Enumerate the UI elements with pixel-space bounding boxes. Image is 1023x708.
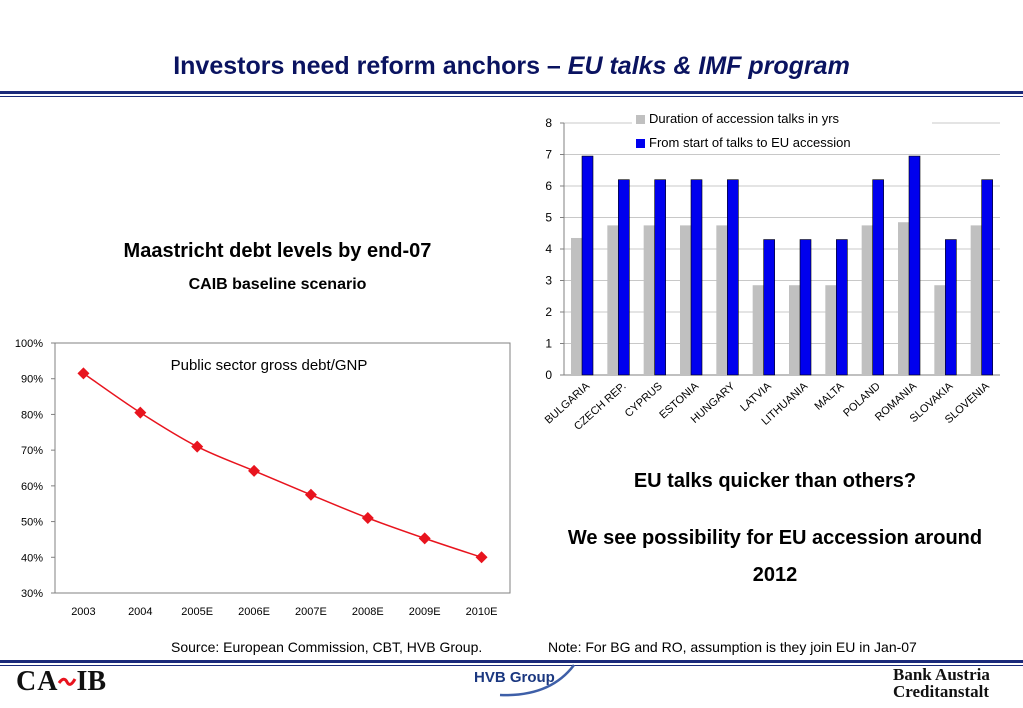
footer-note: Note: For BG and RO, assumption is they …	[548, 639, 917, 655]
bar-duration	[789, 285, 800, 375]
bar-chart-category-label: ESTONIA	[657, 380, 701, 422]
bar-accession	[654, 179, 666, 376]
slide-title-italic: EU talks & IMF program	[567, 52, 850, 80]
bar-chart-category-label: HUNGARY	[689, 380, 738, 426]
legend-swatch-blue	[636, 139, 645, 148]
line-chart-point	[361, 512, 374, 524]
bar-chart-category-label: LATVIA	[738, 380, 774, 414]
bar-accession	[799, 239, 812, 376]
legend-label-accession: From start of talks to EU accession	[649, 135, 851, 150]
line-chart-point	[134, 406, 147, 419]
bar-duration	[861, 225, 873, 375]
left-subheading: CAIB baseline scenario	[188, 276, 367, 293]
bar-duration	[898, 222, 909, 375]
bar-chart-category-label: CZECH REP.	[572, 380, 628, 433]
bar-chart-ytick-label: 1	[545, 337, 552, 351]
line-chart-xtick-label: 2004	[128, 606, 152, 618]
bar-chart-ytick-label: 4	[545, 242, 552, 256]
line-chart-ytick-label: 50%	[21, 517, 43, 529]
bar-chart-category-label: SLOVAKIA	[908, 380, 956, 425]
line-chart-title: Public sector gross debt/GNP	[120, 357, 418, 374]
line-chart-xtick-label: 2008E	[352, 606, 384, 618]
bar-duration	[716, 225, 728, 375]
line-chart-point	[418, 532, 431, 545]
title-rule-top	[0, 91, 1023, 94]
bar-duration	[571, 237, 582, 375]
line-chart-ytick-label: 40%	[21, 552, 43, 564]
bar-chart-category-label: POLAND	[841, 380, 883, 419]
bar-chart-ytick-label: 2	[545, 305, 552, 319]
bar-accession	[581, 155, 594, 376]
bar-duration	[934, 285, 946, 375]
bank-austria-line2: Creditanstalt	[893, 682, 990, 701]
line-chart-xtick-label: 2006E	[238, 606, 270, 618]
line-chart-xtick-label: 2003	[71, 606, 95, 618]
line-chart-point	[304, 488, 317, 501]
bar-duration	[607, 225, 619, 375]
bar-chart-ytick-label: 0	[545, 368, 552, 382]
bar-chart-ytick-label: 8	[545, 116, 552, 130]
legend-label-duration: Duration of accession talks in yrs	[649, 111, 840, 126]
bar-accession	[727, 179, 739, 376]
bar-chart-ytick-label: 5	[545, 211, 552, 225]
bar-chart-ytick-label: 7	[545, 148, 552, 162]
right-statement: We see possibility for EU accession arou…	[567, 527, 983, 586]
bar-accession	[690, 179, 703, 376]
slide-title: Investors need reform anchors – EU talks…	[0, 52, 1023, 81]
bank-austria-logo: Bank Austria Creditanstalt	[893, 666, 1013, 704]
bar-accession	[618, 179, 630, 376]
bar-duration	[752, 285, 764, 375]
bar-accession	[836, 239, 848, 376]
footer-rule-top	[0, 660, 1023, 663]
bar-chart-ytick-label: 3	[545, 274, 552, 288]
caib-logo: CA IB	[16, 666, 107, 697]
line-chart-plot-area	[54, 342, 511, 594]
slide-title-main: Investors need reform anchors –	[173, 52, 568, 80]
line-chart-point	[248, 464, 261, 477]
bar-duration	[680, 225, 691, 375]
right-question: EU talks quicker than others?	[633, 470, 917, 492]
bar-chart-ytick-label: 6	[545, 179, 552, 193]
bank-austria-line1: Bank Austria	[893, 665, 990, 684]
bar-chart-category-label: ROMANIA	[873, 380, 920, 424]
line-chart-point	[77, 367, 90, 380]
bar-chart-category-label: SLOVENIA	[943, 380, 992, 426]
bar-duration	[825, 285, 837, 375]
line-chart-ytick-label: 70%	[21, 445, 43, 457]
line-chart-xtick-label: 2007E	[295, 606, 327, 618]
line-chart-point	[191, 440, 204, 453]
bar-accession	[981, 179, 993, 376]
bar-duration	[970, 225, 982, 375]
title-rule-bottom	[0, 96, 1023, 97]
hvb-group-text: HVB Group	[474, 669, 555, 686]
bar-accession	[763, 239, 775, 376]
line-chart-series-line	[83, 372, 482, 558]
line-chart-ytick-label: 100%	[15, 338, 43, 350]
line-chart-ytick-label: 30%	[21, 588, 43, 600]
bar-chart-category-label: BULGARIA	[543, 380, 593, 427]
left-heading: Maastricht debt levels by end-07	[123, 240, 432, 262]
legend-swatch-gray	[636, 115, 645, 124]
line-chart-xtick-label: 2005E	[181, 606, 213, 618]
bar-chart-category-label: LITHUANIA	[759, 380, 810, 428]
bar-chart-category-label: MALTA	[812, 380, 847, 413]
footer-source: Source: European Commission, CBT, HVB Gr…	[171, 639, 483, 655]
line-chart-ytick-label: 60%	[21, 481, 43, 493]
bar-accession	[945, 239, 957, 376]
bar-duration	[643, 225, 655, 375]
line-chart-ytick-label: 90%	[21, 374, 43, 386]
line-chart-xtick-label: 2010E	[466, 606, 498, 618]
line-chart-point	[475, 551, 488, 564]
line-chart-xtick-label: 2009E	[409, 606, 441, 618]
bar-accession	[872, 179, 884, 376]
bar-accession	[908, 155, 921, 376]
bar-chart-legend: Duration of accession talks in yrs From …	[632, 108, 932, 152]
footer-rule-bottom	[0, 665, 1023, 666]
bar-chart-category-label: CYPRUS	[623, 380, 665, 420]
caib-logo-swoosh	[58, 674, 77, 690]
line-chart-ytick-label: 80%	[21, 409, 43, 421]
hvb-group-logo: HVB Group	[470, 663, 580, 703]
